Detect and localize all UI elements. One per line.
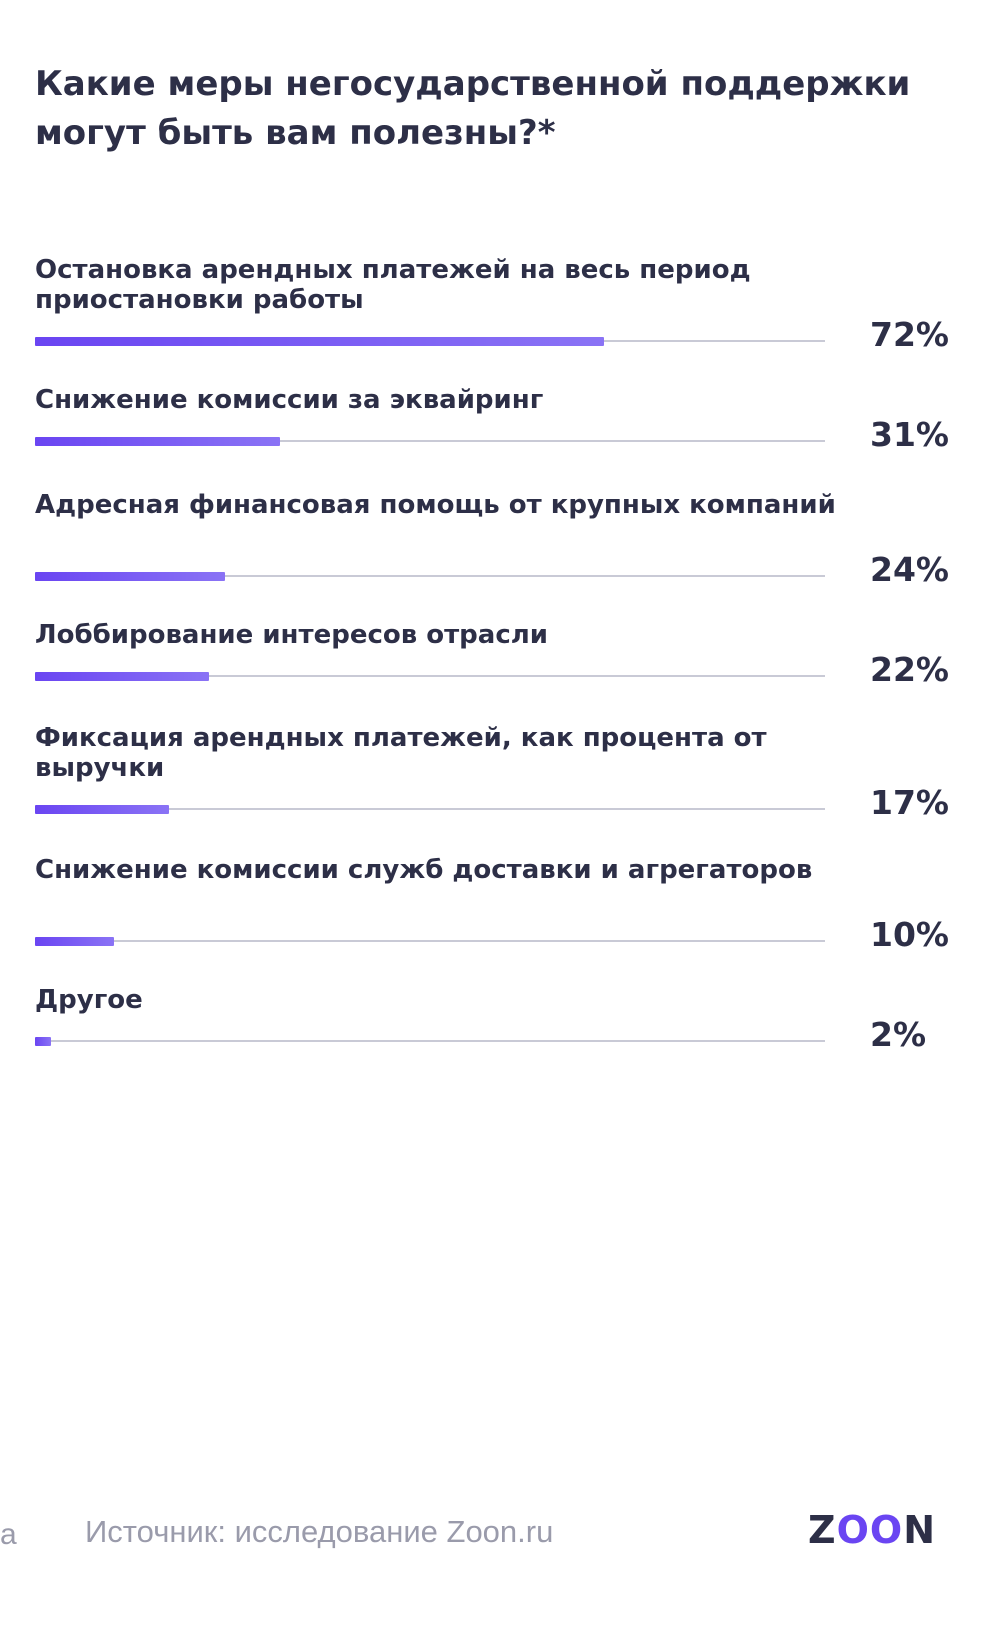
bar-value-label: 22% [870, 650, 949, 689]
bar-track [35, 440, 825, 442]
bar-value-label: 24% [870, 550, 949, 589]
zoon-logo: ZOON [808, 1508, 936, 1552]
bar-track [35, 808, 825, 810]
bar-label: Фиксация арендных платежей, как процента… [35, 723, 767, 783]
bar-value-label: 10% [870, 915, 949, 954]
footer-cut-text: а [0, 1518, 17, 1551]
bar [35, 572, 225, 581]
bar-value-label: 2% [870, 1015, 927, 1054]
chart-title: Какие меры негосударственной поддержки м… [35, 64, 911, 153]
bar [35, 337, 604, 346]
bar-label: Адресная финансовая помощь от крупных ко… [35, 490, 836, 520]
bar-label: Остановка арендных платежей на весь пери… [35, 255, 751, 315]
bar-track [35, 575, 825, 577]
bar-label: Снижение комиссии служб доставки и агрег… [35, 855, 813, 885]
bar [35, 805, 170, 814]
bar-track [35, 1040, 825, 1042]
bar-track [35, 940, 825, 942]
bar-value-label: 31% [870, 415, 949, 454]
bar [35, 1037, 51, 1046]
bar-value-label: 72% [870, 315, 949, 354]
bar-track [35, 675, 825, 677]
bar-label: Другое [35, 985, 143, 1015]
bar-value-label: 17% [870, 783, 949, 822]
bar [35, 437, 280, 446]
bar-label: Лоббирование интересов отрасли [35, 620, 548, 650]
bar [35, 672, 209, 681]
bar-label: Снижение комиссии за эквайринг [35, 385, 544, 415]
source-note: Источник: исследование Zoon.ru [85, 1514, 554, 1549]
bar [35, 937, 114, 946]
